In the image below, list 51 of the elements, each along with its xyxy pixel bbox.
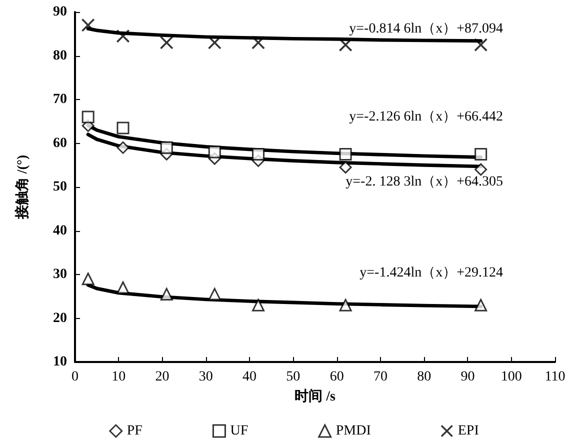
point	[160, 141, 173, 154]
y-tick-label: 70	[53, 92, 67, 107]
legend-label: UF	[230, 424, 248, 438]
point	[252, 36, 265, 50]
point	[474, 298, 488, 312]
x-tick-label: 0	[72, 370, 78, 384]
x-tick-label: 70	[373, 370, 388, 384]
point	[252, 148, 265, 160]
y-tick-label: 30	[53, 267, 67, 282]
point	[474, 148, 488, 160]
y-tick-label: 80	[53, 48, 67, 64]
point	[339, 148, 352, 160]
x-tick-label: 20	[155, 370, 170, 384]
y-tick-label: 60	[53, 136, 67, 151]
point	[208, 288, 221, 300]
point	[339, 298, 352, 312]
x-tick-label: 30	[198, 370, 213, 384]
annotation: y=-2. 128 3ln（x）+64.305	[346, 174, 503, 190]
point	[82, 110, 94, 124]
point	[474, 163, 488, 176]
point	[116, 30, 130, 43]
y-tick-label: 10	[53, 354, 67, 370]
point	[116, 141, 130, 154]
point	[160, 288, 173, 300]
x-tick-label: 50	[286, 370, 300, 384]
point	[208, 146, 221, 158]
y-tick-label: 50	[53, 180, 67, 194]
legend-label: PF	[126, 424, 143, 438]
annotation: y=-1.424ln（x）+29.124	[360, 266, 503, 280]
annotation: y=-2.126 6ln（x）+66.442	[349, 110, 503, 124]
x-tick-label: 90	[460, 370, 475, 384]
x-tick-label: 40	[242, 370, 257, 384]
point	[82, 18, 95, 32]
point	[474, 38, 488, 52]
x-tick-label: 10	[112, 370, 126, 384]
point	[116, 122, 130, 134]
x-tick-label: 100	[500, 370, 522, 384]
y-tick-label: 90	[53, 4, 67, 20]
legend-label: PMDI	[336, 424, 372, 438]
point	[160, 36, 174, 50]
y-axis-title: 接触角 /(°)	[14, 154, 30, 220]
x-tick-label: 60	[330, 370, 344, 384]
y-tick-label: 20	[53, 310, 67, 326]
x-tick-label: 110	[544, 370, 566, 384]
legend-label: EPI	[458, 424, 480, 438]
point	[252, 298, 265, 312]
annotation: y=-0.814 6ln（x）+87.094	[349, 22, 503, 36]
y-tick-label: 40	[53, 223, 67, 238]
x-axis-title: 时间 /s	[294, 388, 336, 404]
x-tick-label: 80	[417, 370, 432, 384]
point	[82, 272, 94, 286]
